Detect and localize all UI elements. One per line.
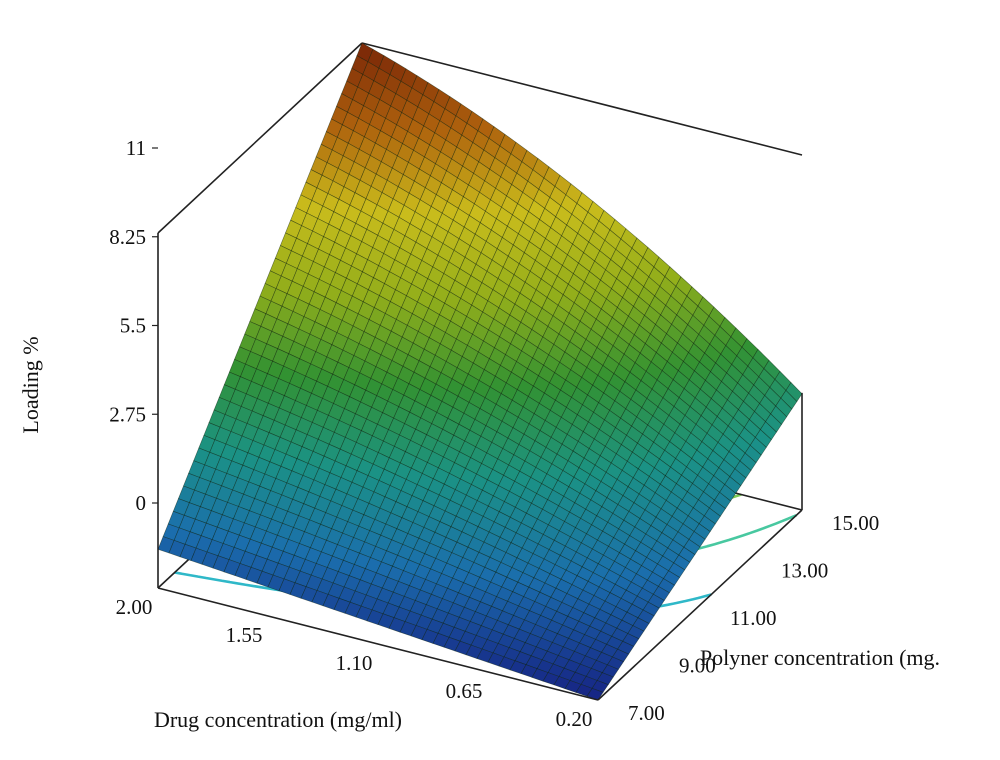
- z-tick-label: 2.75: [109, 402, 146, 426]
- x-tick-label: 0.20: [556, 707, 593, 731]
- y-tick-label: 7.00: [628, 701, 665, 725]
- x-tick-label: 0.65: [446, 679, 483, 703]
- z-tick-label: 11: [126, 136, 146, 160]
- x-axis-line: [157, 587, 599, 701]
- back-top-edge-x: [157, 42, 363, 234]
- tick-labels: 0 2.75 5.5 8.25 11 2.00 1.55 1.10 0.65 0.20 7.00 9.…: [109, 136, 879, 731]
- y-axis-line: [597, 509, 803, 701]
- y-axis-title: Polyner concentration (mg.: [700, 645, 940, 670]
- back-top-edge-y: [361, 42, 803, 156]
- surface-mesh: [157, 42, 803, 701]
- z-axis-title: Loading %: [18, 336, 43, 433]
- x-axis-title: Drug concentration (mg/ml): [154, 707, 402, 732]
- x-tick-label: 2.00: [116, 595, 153, 619]
- z-tick-label: 0: [136, 491, 147, 515]
- x-tick-label: 1.10: [336, 651, 373, 675]
- z-tick-label: 5.5: [120, 314, 146, 338]
- y-tick-label: 13.00: [781, 559, 828, 583]
- y-tick-label: 9.00: [679, 654, 716, 678]
- box-front-edges: [157, 233, 803, 701]
- y-tick-label: 15.00: [832, 511, 879, 535]
- z-tick-label: 8.25: [109, 225, 146, 249]
- x-tick-label: 1.55: [226, 623, 263, 647]
- y-tick-label: 11.00: [730, 606, 776, 630]
